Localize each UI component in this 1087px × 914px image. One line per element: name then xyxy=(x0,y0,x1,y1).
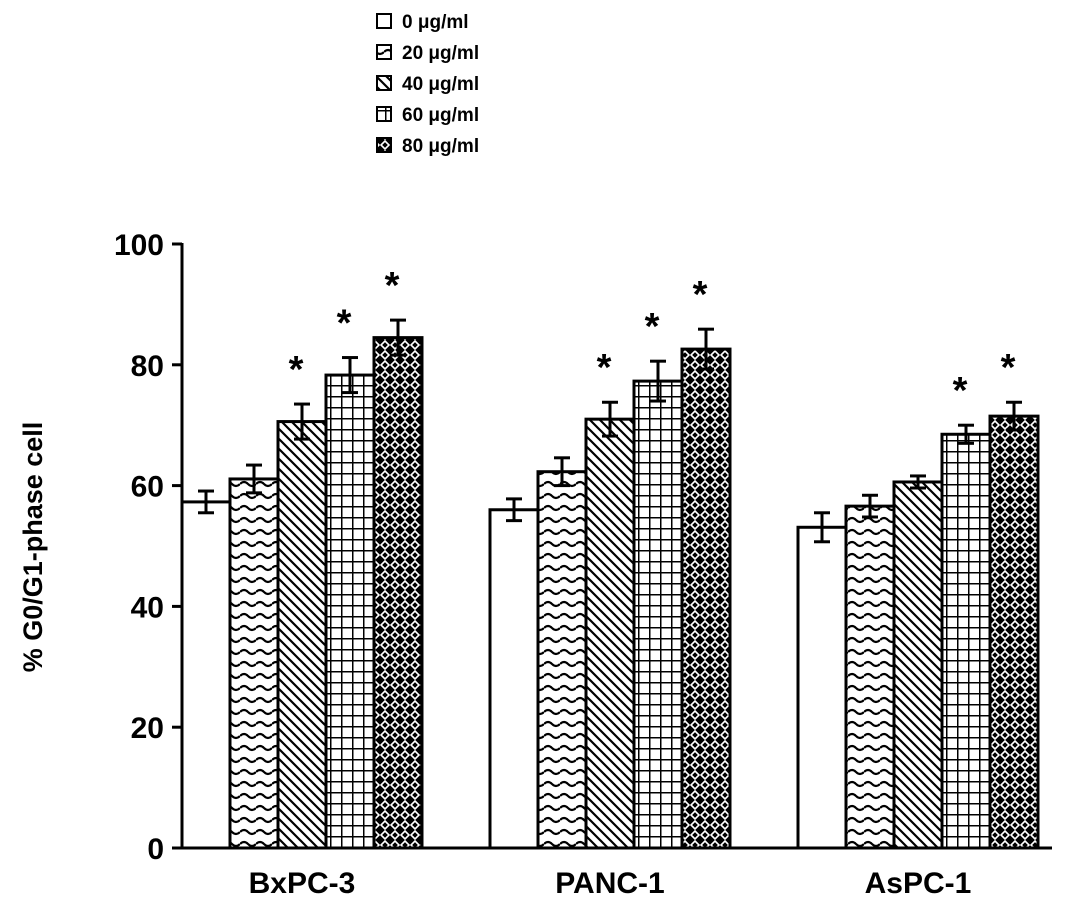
legend-swatch xyxy=(376,13,392,29)
legend-label: 60 μg/ml xyxy=(402,105,479,126)
legend-swatch xyxy=(376,75,392,91)
legend-label: 40 μg/ml xyxy=(402,74,479,95)
y-tick-label: 20 xyxy=(131,712,164,745)
significance-asterisk: * xyxy=(385,265,400,307)
bar xyxy=(488,508,540,850)
bar xyxy=(844,504,896,850)
bar xyxy=(940,432,992,850)
y-tick-label: 100 xyxy=(114,229,164,262)
significance-asterisk: * xyxy=(953,370,968,412)
bar xyxy=(324,373,376,850)
significance-asterisk: * xyxy=(645,306,660,348)
x-tick-label: AsPC-1 xyxy=(865,867,972,900)
legend-swatch xyxy=(376,106,392,122)
bar xyxy=(276,420,328,850)
legend-label: 20 μg/ml xyxy=(402,43,479,64)
legend-label: 0 μg/ml xyxy=(402,12,469,33)
bar xyxy=(228,477,280,850)
legend-swatch xyxy=(376,137,392,153)
y-axis-label: % G0/G1-phase cell xyxy=(18,422,48,673)
legend: 0 μg/ml 20 μg/ml 40 μg/ml 60 μg/ml 80 μg/ml xyxy=(376,12,479,157)
bar xyxy=(584,417,636,850)
legend-swatch xyxy=(376,44,392,60)
axes: 0 20 40 60 80 100 BxPC-3 PANC-1 AsPC-1 xyxy=(114,229,1052,900)
bar xyxy=(180,500,232,850)
y-tick-label: 60 xyxy=(131,471,164,504)
significance-asterisk: * xyxy=(693,274,708,316)
bars: * * * * * * * * xyxy=(180,265,1040,850)
y-tick-label: 0 xyxy=(147,833,164,866)
x-tick-label: BxPC-3 xyxy=(249,867,356,900)
bar xyxy=(632,379,684,850)
bar xyxy=(988,414,1040,850)
y-tick-label: 80 xyxy=(131,350,164,383)
bar xyxy=(680,347,732,850)
x-tick-label: PANC-1 xyxy=(555,867,664,900)
significance-asterisk: * xyxy=(597,347,612,389)
legend-label: 80 μg/ml xyxy=(402,136,479,157)
bar xyxy=(536,470,588,850)
bar xyxy=(796,525,848,850)
significance-asterisk: * xyxy=(289,349,304,391)
bar xyxy=(372,336,424,850)
significance-asterisk: * xyxy=(1001,347,1016,389)
bar xyxy=(892,480,944,850)
y-tick-label: 40 xyxy=(131,591,164,624)
significance-asterisk: * xyxy=(337,303,352,345)
